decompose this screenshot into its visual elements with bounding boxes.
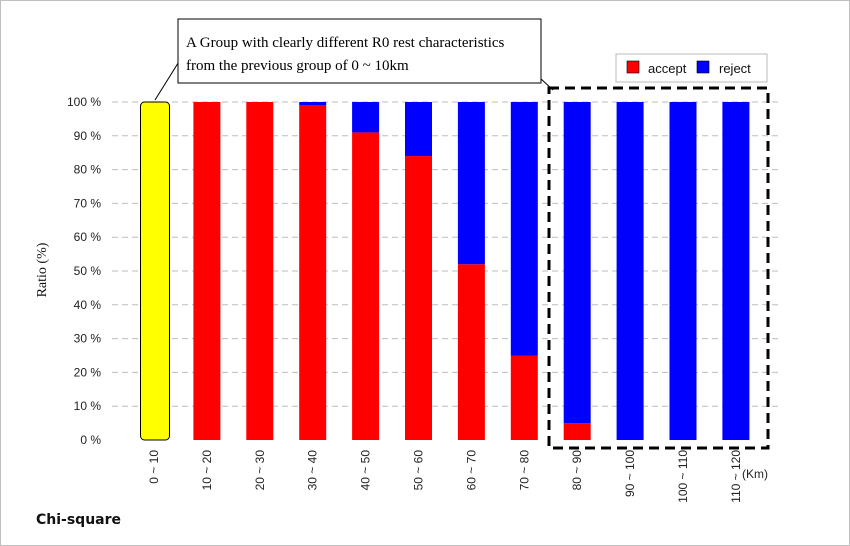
legend: accept reject [615,53,768,83]
callout-line-1: A Group with clearly different R0 rest c… [186,35,505,51]
callout-pointer-right [539,77,554,91]
legend-label-reject: reject [719,61,751,76]
y-tick-label: 30 % [74,332,102,346]
bar-accept [299,105,327,440]
legend-swatch-accept [626,60,640,74]
legend-swatch-reject [696,60,710,74]
bar-reject [669,102,697,440]
y-tick-label: 80 % [74,163,102,177]
x-axis-ticks: 0 ~ 10 10 ~ 20 20 ~ 30 30 ~ 40 40 ~ 50 50 ~ 6… [147,450,743,503]
bar-accept [405,156,432,440]
x-tick-label: 80 ~ 90 [570,450,584,491]
y-tick-label: 70 % [74,196,102,210]
x-tick-label: 110 ~ 120 [729,450,743,503]
legend-box [615,53,768,83]
bar-reject [352,102,380,133]
x-tick-label: 0 ~ 10 [147,450,161,484]
x-tick-label: 10 ~ 20 [200,450,214,491]
x-tick-label: 70 ~ 80 [517,450,531,491]
x-tick-label: 50 ~ 60 [412,450,426,491]
group-highlight-box [547,86,770,450]
y-tick-label: 40 % [74,298,102,312]
bar-reject [457,102,485,265]
callout-box [177,18,542,84]
bar-reject [616,102,644,440]
bar-reject [405,102,432,157]
x-tick-label: 40 ~ 50 [359,450,373,491]
grid-lines [112,101,780,407]
bar-reject [510,102,538,356]
y-tick-label: 50 % [74,264,102,278]
y-tick-label: 10 % [74,399,102,413]
bar-accept [246,102,274,440]
bar-accept [352,132,380,441]
y-tick-label: 20 % [74,365,102,379]
x-tick-label: 30 ~ 40 [306,450,320,491]
y-tick-label: 90 % [74,129,102,143]
legend-label-accept: accept [648,61,687,76]
x-axis-unit: (Km) [742,467,768,481]
x-tick-label: 100 ~ 110 [676,450,690,503]
x-tick-label: 20 ~ 30 [253,450,267,491]
bar-accept [563,423,591,440]
bar-reject [299,102,327,106]
callout-pointer [154,59,181,101]
bar-accept [510,355,538,440]
bar-highlight [140,101,170,441]
bars [140,101,750,441]
callout-line-2: from the previous group of 0 ~ 10km [186,58,409,74]
y-tick-label: 0 % [80,433,101,447]
bar-accept [193,102,221,440]
y-tick-label: 60 % [74,230,102,244]
x-tick-label: 60 ~ 70 [464,450,478,491]
y-tick-label: 100 % [67,95,101,109]
bar-reject [722,102,750,440]
footer-label: Chi-square [36,512,122,528]
y-axis-title: Ratio (%) [35,242,50,297]
bar-accept [457,264,485,440]
bar-reject [563,102,591,424]
x-tick-label: 90 ~ 100 [623,450,637,497]
y-axis-ticks: 0 % 10 % 20 % 30 % 40 % 50 % 60 % 70 % 80 % 90 % 1… [67,95,101,447]
